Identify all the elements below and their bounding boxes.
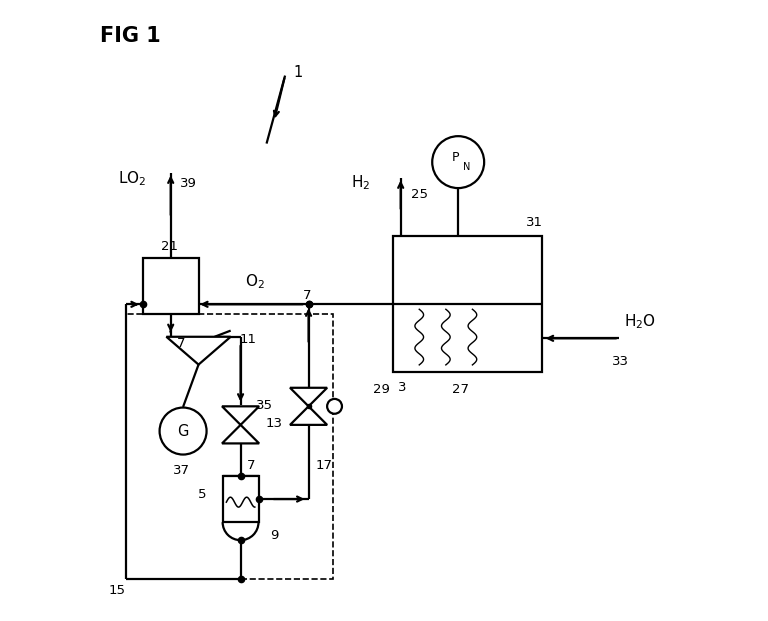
Text: LO$_2$: LO$_2$ [118,170,147,188]
Text: 9: 9 [270,528,278,542]
Text: N: N [463,162,471,172]
Text: 29: 29 [373,383,390,396]
Text: H$_2$O: H$_2$O [624,312,656,331]
Polygon shape [167,337,230,365]
Text: 7: 7 [303,289,311,302]
Text: 5: 5 [198,488,207,501]
Text: 1: 1 [293,65,303,80]
Text: 17: 17 [316,458,333,471]
Polygon shape [290,406,327,425]
Text: 13: 13 [265,417,283,430]
Text: 11: 11 [240,333,257,347]
Text: O$_2$: O$_2$ [246,272,265,291]
Polygon shape [290,388,327,406]
Text: 15: 15 [108,584,125,597]
Bar [393,237,541,373]
Text: G: G [177,424,189,438]
Bar [223,476,259,522]
Circle shape [327,399,342,414]
Text: 37: 37 [174,463,190,476]
Circle shape [432,136,484,188]
Text: 31: 31 [526,216,543,229]
Text: 7: 7 [177,337,185,350]
Bar [126,314,333,579]
Text: 35: 35 [256,399,273,412]
Text: 7: 7 [247,458,255,471]
Text: FIG 1: FIG 1 [100,26,161,46]
Polygon shape [222,406,259,425]
Circle shape [160,407,207,455]
Text: 39: 39 [180,177,197,190]
Text: 21: 21 [161,240,178,253]
Text: 33: 33 [611,355,628,368]
Text: 27: 27 [452,383,469,396]
Text: 25: 25 [411,188,428,201]
Text: H$_2$: H$_2$ [351,173,370,192]
Text: P: P [452,152,458,165]
Polygon shape [222,425,259,443]
Text: 3: 3 [399,381,407,394]
Bar [143,258,199,314]
